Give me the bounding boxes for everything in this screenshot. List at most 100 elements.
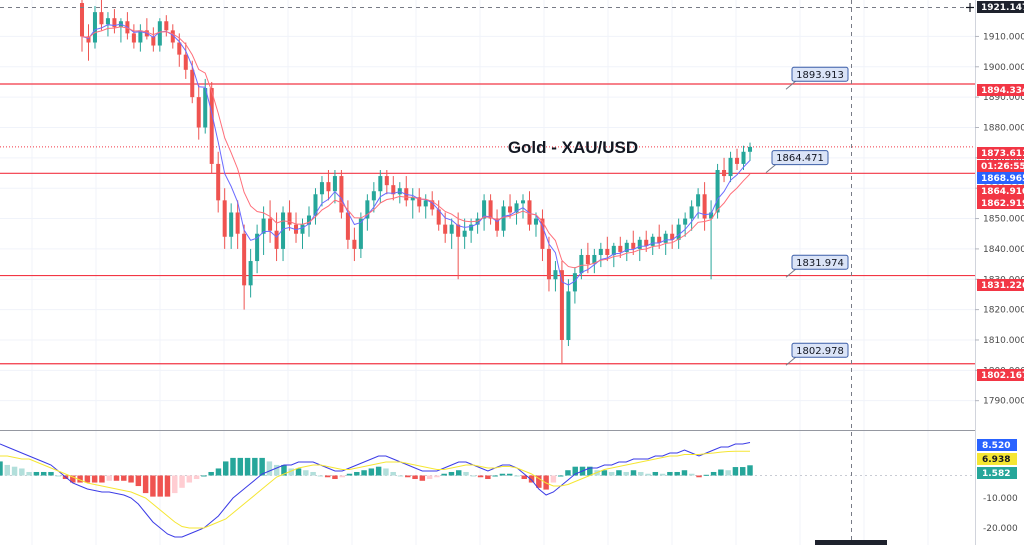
- candle-body: [663, 233, 668, 243]
- price-tick-label: 1880.000: [983, 123, 1024, 133]
- histogram-bar: [99, 475, 105, 483]
- candle-body: [384, 176, 389, 186]
- histogram-bar: [550, 475, 557, 483]
- candle-body: [190, 69, 195, 98]
- histogram-bar: [412, 475, 418, 480]
- candle-body: [261, 218, 266, 234]
- histogram-bar: [121, 475, 127, 481]
- histogram-bar: [630, 470, 637, 476]
- price-tick-label: 1910.000: [983, 32, 1024, 42]
- candle-body: [611, 245, 616, 255]
- histogram-bar: [106, 475, 112, 481]
- price-callout-box[interactable]: [791, 342, 849, 358]
- candle-body: [469, 224, 474, 231]
- histogram-bar: [186, 475, 193, 483]
- histogram-bar: [710, 471, 717, 476]
- histogram-bar: [536, 475, 542, 488]
- price-tag: [977, 197, 1024, 209]
- candle-body: [624, 242, 629, 252]
- histogram-bar: [33, 471, 40, 476]
- histogram-bar: [208, 471, 214, 476]
- histogram-bar: [324, 475, 331, 478]
- candle-body: [222, 200, 227, 237]
- candle-body: [430, 200, 435, 210]
- candle-body: [274, 230, 279, 249]
- price-tag-label: 1802.167: [981, 371, 1024, 381]
- histogram-bar: [40, 471, 47, 476]
- candle-body: [86, 36, 91, 43]
- histogram-bar: [113, 475, 120, 481]
- price-tag: [977, 185, 1024, 197]
- candle-body: [300, 224, 305, 234]
- histogram-bar: [463, 471, 469, 476]
- histogram-bar: [718, 469, 724, 476]
- histogram-bar: [237, 457, 244, 476]
- candle-body: [203, 88, 208, 128]
- candle-body: [371, 191, 376, 201]
- candle-body: [579, 254, 584, 274]
- price-tag: [977, 172, 1024, 184]
- histogram-bar: [375, 466, 382, 476]
- price-callouts[interactable]: 1893.913 1864.471 1831.974 1802.978: [765, 66, 849, 366]
- histogram-bar: [681, 470, 688, 476]
- price-tick-label: 1820.000: [983, 306, 1024, 316]
- chart-title: Gold - XAU/USD: [508, 138, 638, 157]
- candle-body: [287, 212, 292, 225]
- histogram-bar: [244, 457, 251, 476]
- price-tick-label: 1840.000: [983, 245, 1024, 255]
- histogram-bar: [739, 467, 746, 476]
- histogram-bar: [499, 473, 506, 476]
- histogram-bar: [514, 475, 520, 477]
- price-callout-box[interactable]: [771, 150, 829, 166]
- candle-body: [157, 21, 162, 46]
- candle-body: [79, 3, 85, 37]
- histogram-bar: [317, 475, 324, 477]
- histogram-bar: [645, 473, 651, 476]
- candle-body: [644, 239, 649, 246]
- histogram-bar: [441, 473, 447, 476]
- histogram-bar: [703, 474, 710, 476]
- histogram-bar: [193, 475, 200, 480]
- histogram-bar: [179, 475, 185, 488]
- histogram-bar: [689, 473, 695, 476]
- price-tag-label: 1862.919: [981, 199, 1024, 209]
- histogram-bar: [477, 475, 484, 478]
- candle-body: [553, 270, 558, 280]
- histogram-bar: [128, 475, 134, 483]
- candle-body: [533, 218, 538, 225]
- histogram-bar: [456, 470, 462, 476]
- histogram-bar: [77, 475, 83, 483]
- candle-body: [235, 212, 240, 234]
- macd-axis: -10.000 -20.000 8.520 6.938 1.582: [977, 439, 1018, 534]
- candle-body: [352, 239, 357, 249]
- histogram-bar: [397, 475, 404, 477]
- histogram-bar: [616, 470, 622, 476]
- candle-body: [281, 212, 286, 249]
- support-resistance-lines[interactable]: [0, 83, 975, 365]
- macd-tag: [977, 467, 1017, 479]
- price-tag: [977, 279, 1024, 291]
- histogram-bar: [419, 475, 426, 481]
- histogram-bar: [506, 473, 513, 476]
- candle-body: [358, 218, 363, 249]
- price-callout-label: 1831.974: [796, 258, 844, 269]
- macd-tick-label: -20.000: [983, 524, 1018, 534]
- candle-body: [637, 239, 642, 249]
- crosshair-icon[interactable]: [966, 3, 974, 12]
- candle-body: [598, 248, 603, 255]
- histogram-bar: [368, 468, 375, 476]
- candle-body: [417, 197, 422, 207]
- candle-body: [702, 194, 707, 219]
- candle-body: [92, 12, 97, 43]
- histogram-bar: [332, 475, 338, 480]
- price-callout-box[interactable]: [791, 66, 849, 82]
- ma-slow-line: [81, 26, 751, 269]
- price-tag-label: 1864.910: [981, 187, 1024, 197]
- histogram-bar: [354, 471, 360, 476]
- price-callout-box[interactable]: [791, 254, 849, 270]
- candle-body: [436, 209, 441, 225]
- candle-body: [462, 230, 467, 237]
- candle-body: [209, 88, 214, 164]
- candle-body: [514, 203, 519, 213]
